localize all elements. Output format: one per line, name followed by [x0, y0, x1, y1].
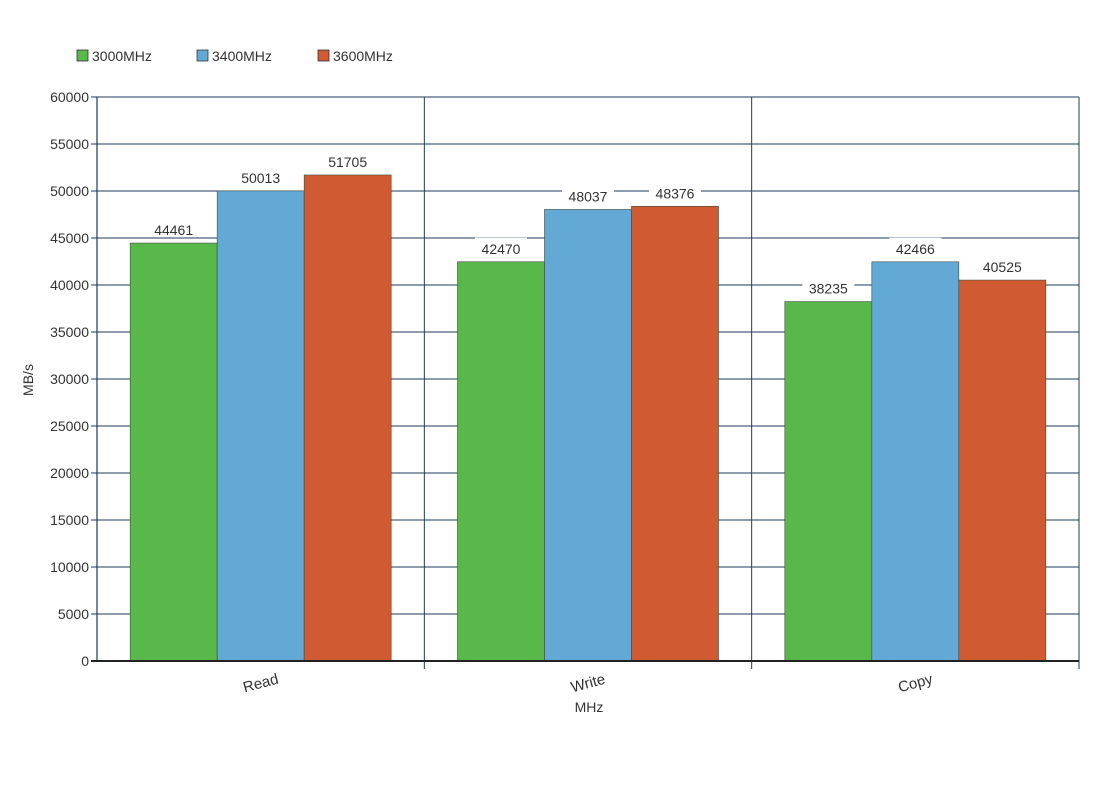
bar-3000MHz-Copy — [784, 301, 873, 662]
data-label-bg — [562, 185, 614, 204]
y-tick-label: 30000 — [50, 371, 89, 387]
chart-axes — [91, 96, 1079, 662]
bar-3400MHz-Read — [216, 190, 305, 662]
data-label-bg — [475, 237, 527, 256]
y-tick-label: 40000 — [50, 277, 89, 293]
y-tick-label: 45000 — [50, 230, 89, 246]
data-label-bg — [234, 166, 287, 185]
data-label-bg — [649, 182, 701, 201]
data-label: 51705 — [328, 154, 367, 170]
x-tick-label: Write — [569, 671, 607, 696]
y-tick-label: 35000 — [50, 324, 89, 340]
data-label-bg — [147, 219, 200, 238]
data-label: 42470 — [482, 241, 521, 257]
bar-3000MHz-Write — [457, 261, 545, 662]
y-tick-label: 10000 — [50, 559, 89, 575]
y-tick-label: 15000 — [50, 512, 89, 528]
data-label-bg — [802, 277, 855, 296]
data-label-bg — [976, 256, 1029, 275]
bar-3600MHz-Copy — [958, 279, 1047, 662]
data-label: 50013 — [241, 170, 280, 186]
data-label: 48037 — [569, 188, 608, 204]
y-axis-title: MB/s — [20, 364, 36, 396]
bar-3400MHz-Write — [544, 209, 632, 662]
y-tick-label: 5000 — [58, 606, 89, 622]
bar-3600MHz-Write — [631, 205, 719, 662]
y-tick-label: 50000 — [50, 183, 89, 199]
legend-swatch-3400MHz — [196, 49, 209, 62]
bar-3600MHz-Read — [303, 174, 392, 662]
chart-legend: 3000MHz 3400MHz 3600MHz — [76, 48, 393, 64]
legend-label: 3400MHz — [212, 48, 272, 64]
data-label: 44461 — [154, 222, 193, 238]
legend-label: 3000MHz — [92, 48, 152, 64]
legend-label: 3600MHz — [333, 48, 393, 64]
data-label-bg — [321, 150, 374, 169]
y-tick-label: 55000 — [50, 136, 89, 152]
data-label: 40525 — [983, 259, 1022, 275]
y-tick-label: 60000 — [50, 89, 89, 105]
y-tick-label: 0 — [81, 653, 89, 669]
legend-swatch-3600MHz — [317, 49, 330, 62]
bar-3400MHz-Copy — [871, 261, 960, 662]
data-label: 38235 — [809, 281, 848, 297]
chart-bars — [129, 174, 1047, 662]
data-label: 42466 — [896, 241, 935, 257]
x-tick-label: Copy — [896, 671, 935, 697]
bar-3000MHz-Read — [129, 242, 218, 662]
data-label-bg — [889, 237, 942, 256]
y-tick-label: 20000 — [50, 465, 89, 481]
x-axis-title: MHz — [575, 699, 604, 715]
x-tick-label: Read — [241, 671, 280, 697]
data-label: 48376 — [656, 185, 695, 201]
chart-labels: 0 5000 10000 15000 20000 25000 30000 35000 40000… — [50, 89, 1029, 697]
legend-swatch-3000MHz — [76, 49, 89, 62]
y-tick-label: 25000 — [50, 418, 89, 434]
